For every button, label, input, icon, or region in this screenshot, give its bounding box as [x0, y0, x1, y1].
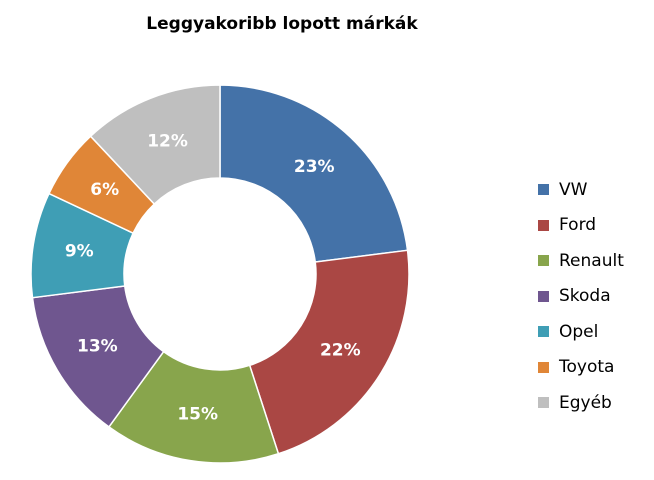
chart-title: Leggyakoribb lopott márkák: [146, 14, 418, 34]
legend-label: Egyéb: [559, 392, 612, 413]
legend-item-toyota: Toyota: [538, 350, 624, 386]
legend-swatch: [538, 290, 549, 302]
data-label-ford: 22%: [320, 340, 361, 360]
data-label-opel: 9%: [65, 242, 94, 262]
legend-label: Toyota: [559, 357, 615, 378]
slice-egyeb: [89, 84, 221, 206]
legend-label: Renault: [559, 250, 624, 271]
legend-swatch: [538, 184, 549, 196]
legend-label: VW: [559, 179, 588, 200]
legend-item-ford: Ford: [538, 208, 624, 244]
data-label-renault: 15%: [177, 405, 218, 425]
legend-label: Opel: [559, 321, 599, 342]
legend-item-renault: Renault: [538, 243, 624, 279]
legend-label: Ford: [559, 215, 597, 236]
legend-swatch: [538, 326, 549, 338]
legend: VW Ford Renault Skoda Opel Toyota Egyéb: [538, 172, 624, 421]
data-label-toyota: 6%: [90, 180, 119, 200]
data-label-vw: 23%: [294, 157, 335, 177]
legend-item-skoda: Skoda: [538, 279, 624, 315]
legend-swatch: [538, 255, 549, 267]
data-label-skoda: 13%: [77, 337, 118, 357]
slice-ford: [248, 249, 410, 455]
legend-item-egyeb: Egyéb: [538, 385, 624, 421]
legend-item-opel: Opel: [538, 314, 624, 350]
legend-item-vw: VW: [538, 172, 624, 208]
legend-swatch: [538, 397, 549, 409]
slice-vw: [219, 84, 409, 263]
legend-swatch: [538, 361, 549, 373]
legend-swatch: [538, 219, 549, 231]
data-label-egyeb: 12%: [147, 132, 188, 152]
legend-label: Skoda: [559, 286, 611, 307]
